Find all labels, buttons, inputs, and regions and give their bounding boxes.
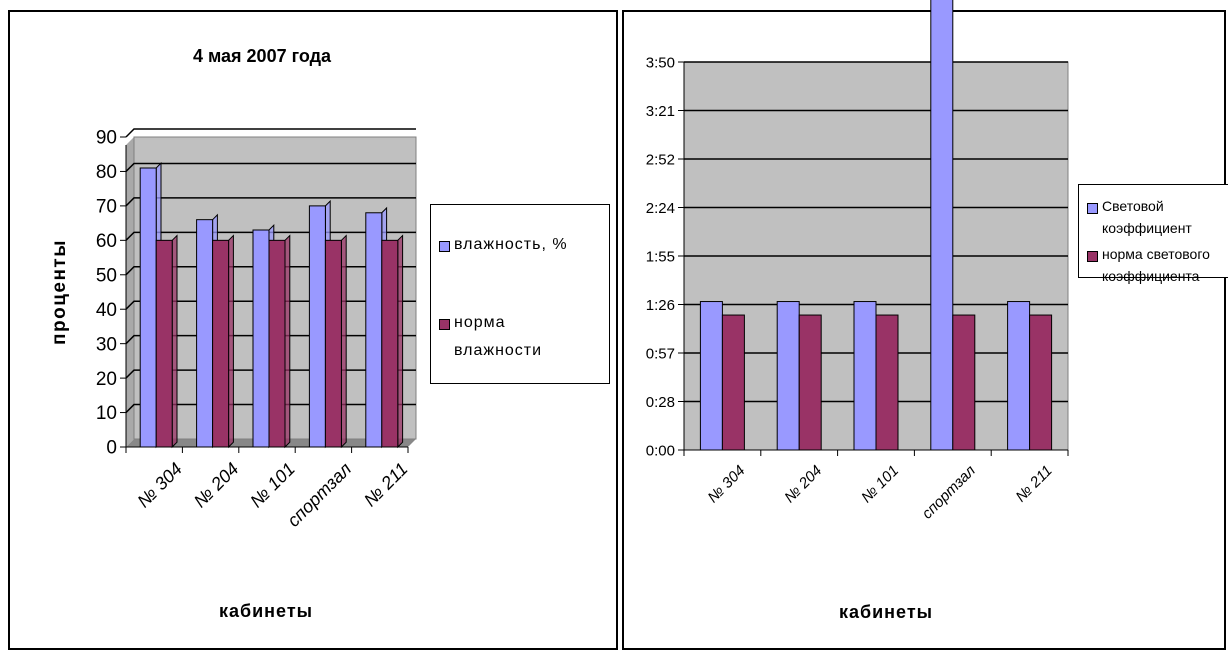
y-tick-label: 3:21 (646, 103, 675, 120)
bar-series-1 (252, 229, 270, 448)
y-tick-label: 30 (96, 334, 117, 355)
bar-series-1 (776, 301, 800, 451)
y-tick-label: 0:00 (646, 442, 675, 459)
legend-label-humidity: влажность, % (454, 236, 568, 253)
y-tick-label: 2:52 (646, 151, 675, 168)
bar-series-2 (155, 239, 173, 448)
legend-swatch-humidity-norm (439, 319, 450, 330)
bar-series-1 (139, 167, 157, 448)
y-tick-label: 50 (96, 265, 117, 286)
y-tick-label: 10 (96, 403, 117, 424)
bar-side (340, 234, 347, 449)
bar-series-2 (381, 239, 399, 448)
x-category-label: № 204 (190, 459, 243, 512)
x-category-label: № 101 (246, 459, 299, 512)
bar-side (284, 234, 291, 449)
x-category-label: спортзал (919, 462, 980, 523)
y-tick-label: 0:57 (646, 345, 675, 362)
y-tick-label: 20 (96, 369, 117, 390)
y-tick-label: 60 (96, 231, 117, 252)
legend-label-light-norm: норма светового коэффициента (1102, 246, 1210, 284)
x-axis-title: кабинеты (219, 601, 313, 621)
plot-side-wall (126, 137, 134, 447)
chart-panel-light: 0:00 0:28 0:57 1:26 1:55 2:24 2:52 3:21 3:50 № 30… (622, 0, 1228, 650)
bar-series-1 (699, 301, 723, 451)
bar-series-2 (798, 314, 822, 451)
legend-light: Световой коэффициент норма светового коэ… (1078, 184, 1228, 284)
bar-series-2 (1029, 314, 1053, 451)
bar-series-1 (853, 301, 877, 451)
x-category-label: № 304 (133, 459, 186, 512)
x-category-label: № 204 (781, 462, 825, 506)
y-tick-label: 2:24 (646, 200, 675, 217)
legend-item-light: Световой коэффициент (1087, 198, 1227, 239)
legend-swatch-light-norm (1087, 251, 1098, 262)
y-axis-title: проценты (49, 239, 70, 345)
y-tick-label: 70 (96, 197, 117, 218)
y-tick-label: 80 (96, 162, 117, 183)
legend-item-humidity: влажность, % (439, 236, 607, 259)
bar-series-1 (365, 212, 383, 448)
y-tick-label: 1:26 (646, 297, 675, 314)
x-axis-title: кабинеты (839, 602, 933, 622)
bar-side (171, 234, 178, 449)
chart-title: 4 мая 2007 года (193, 46, 332, 66)
y-tick-label: 0 (106, 438, 117, 459)
x-category-label: № 211 (360, 459, 412, 511)
bar-side (228, 234, 234, 449)
gridline (125, 128, 416, 138)
y-tick-label: 0:28 (646, 394, 675, 411)
legend-humidity: влажность, % норма влажности (430, 204, 610, 384)
bar-series-1 (930, 0, 954, 451)
x-category-label: № 101 (858, 462, 902, 506)
bar-series-2 (875, 314, 899, 451)
bar-series-1 (196, 219, 214, 448)
y-tick-label: 90 (96, 128, 117, 149)
bar-series-2 (324, 239, 342, 448)
y-tick-label: 40 (96, 300, 117, 321)
legend-label-humidity-norm: норма влажности (454, 314, 543, 359)
legend-item-humidity-norm: норма влажности (439, 314, 559, 365)
y-tick-label: 3:50 (646, 54, 675, 71)
legend-item-light-norm: норма светового коэффициента (1087, 246, 1229, 287)
legend-label-light: Световой коэффициент (1102, 198, 1192, 236)
bar-series-2 (212, 239, 230, 448)
bar-series-2 (268, 239, 286, 448)
x-category-label: № 304 (704, 462, 748, 506)
chart-light-svg: 0:00 0:28 0:57 1:26 1:55 2:24 2:52 3:21 3:50 № 30… (646, 0, 1069, 622)
bar-series-2 (721, 314, 745, 451)
bar-series-1 (1007, 301, 1031, 451)
gridline (125, 162, 416, 172)
x-category-label: № 211 (1012, 462, 1055, 505)
legend-swatch-light (1087, 203, 1098, 214)
chart-panel-humidity: 0 10 20 30 40 50 60 70 80 90 № 304 № 204 № 101 спортз… (8, 10, 618, 650)
bar-series-1 (308, 205, 326, 448)
bar-series-2 (952, 314, 976, 451)
bar-side (397, 234, 404, 449)
legend-swatch-humidity (439, 241, 450, 252)
y-tick-label: 1:55 (646, 248, 675, 265)
gridline (125, 197, 416, 207)
